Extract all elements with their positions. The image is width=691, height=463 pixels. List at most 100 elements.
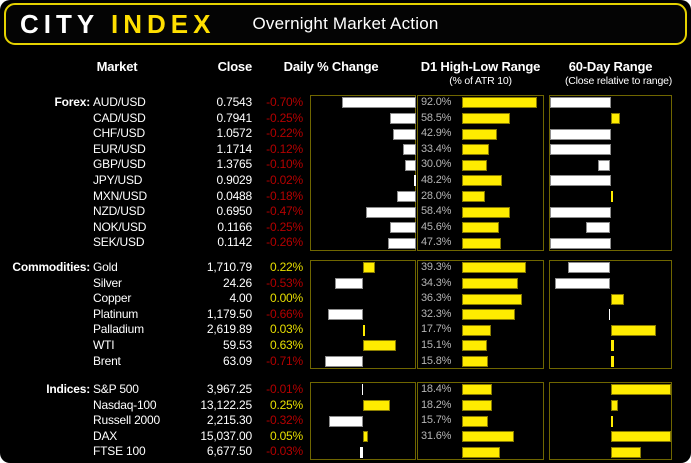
- d1-value-label: 18.4%: [421, 383, 452, 395]
- close-cell: 1.0572: [216, 126, 252, 141]
- range60-chart-box: [549, 260, 672, 370]
- d1-value-label: 48.2%: [421, 174, 452, 186]
- daily-change-bar: [363, 340, 397, 352]
- d1-value-label: 30.0%: [421, 158, 452, 171]
- d1-range-bar: [462, 415, 488, 427]
- market-cell: NOK/USD: [93, 219, 147, 234]
- d1-range-bar: [462, 128, 498, 140]
- d1-range-bar: [462, 222, 500, 234]
- close-cell: 6,677.50: [206, 444, 252, 459]
- close-cell: 15,037.00: [200, 428, 252, 443]
- daily-change-cell: -0.66%: [266, 306, 303, 321]
- close-cell: 1.1714: [216, 141, 252, 156]
- market-cell: WTI: [93, 338, 115, 352]
- daily-change-cell: -0.22%: [266, 126, 303, 141]
- range60-bar: [610, 446, 641, 458]
- d1-value-label: 58.4%: [421, 205, 452, 218]
- daily-change-cell: 0.63%: [269, 338, 303, 352]
- d1-value-label: 34.3%: [421, 276, 452, 289]
- daily-change-bar: [405, 159, 416, 171]
- range60-bar: [610, 431, 671, 443]
- daily-change-bar: [388, 237, 416, 249]
- d1-value-label: 31.6%: [421, 429, 452, 442]
- section-label: Commodities:: [12, 260, 90, 274]
- market-cell: Russell 2000: [93, 413, 160, 428]
- daily-change-cell: -0.26%: [266, 235, 303, 250]
- daily-change-chart-box: [310, 95, 416, 251]
- d1-range-bar: [462, 340, 487, 352]
- daily-change-cell: -0.47%: [266, 204, 303, 219]
- d1-value-label: 17.7%: [421, 323, 452, 336]
- range60-bar: [610, 384, 671, 396]
- d1-range-bar: [462, 293, 522, 305]
- daily-change-bar: [396, 190, 416, 202]
- daily-change-bar: [403, 144, 416, 156]
- daily-change-bar: [389, 112, 416, 124]
- d1-value-label: 18.2%: [421, 398, 452, 411]
- d1-value-label: 42.9%: [421, 127, 452, 140]
- column-subheader-60day-range: (Close relative to range): [564, 75, 673, 87]
- market-cell: Platinum: [93, 306, 139, 321]
- daily-change-cell: 0.00%: [269, 291, 303, 306]
- range60-bar: [550, 175, 611, 187]
- daily-change-cell: -0.02%: [266, 173, 303, 187]
- market-cell: AUD/USD: [93, 95, 146, 109]
- d1-range-bar: [462, 277, 519, 289]
- range60-bar: [554, 277, 611, 289]
- market-cell: Copper: [93, 291, 132, 306]
- column-header-market: Market: [96, 59, 138, 74]
- daily-change-bar: [334, 277, 363, 289]
- daily-change-bar: [389, 222, 416, 234]
- d1-value-label: 39.3%: [421, 261, 452, 273]
- daily-change-cell: -0.18%: [266, 188, 303, 203]
- d1-value-label: 15.1%: [421, 339, 452, 351]
- daily-change-bar: [361, 384, 363, 396]
- daily-change-cell: 0.03%: [269, 322, 303, 337]
- market-cell: MXN/USD: [93, 188, 147, 203]
- daily-change-cell: 0.25%: [269, 397, 303, 412]
- daily-change-cell: -0.10%: [266, 157, 303, 172]
- section-forex: Forex: AUD/USD 0.7543 -0.70% 92.0% CAD/USD 0.7…: [0, 95, 691, 251]
- daily-change-bar: [392, 128, 416, 140]
- daily-change-bar: [329, 415, 363, 427]
- close-cell: 2,619.89: [206, 322, 252, 337]
- close-cell: 0.7941: [216, 110, 252, 125]
- column-header-close: Close: [217, 59, 253, 74]
- daily-change-bar: [328, 309, 363, 321]
- daily-change-cell: -0.32%: [266, 413, 303, 428]
- d1-range-bar: [462, 309, 515, 321]
- range60-bar: [586, 222, 611, 234]
- d1-range-bar: [462, 384, 493, 396]
- daily-change-cell: 0.22%: [269, 260, 303, 274]
- range60-bar: [610, 415, 613, 427]
- d1-range-bar: [462, 355, 488, 367]
- daily-change-cell: -0.12%: [266, 141, 303, 156]
- daily-change-cell: 0.05%: [269, 428, 303, 443]
- city-index-logo: CITY INDEX: [20, 9, 215, 40]
- section-label: Indices:: [46, 382, 90, 396]
- market-cell: JPY/USD: [93, 173, 143, 187]
- d1-value-label: 33.4%: [421, 142, 452, 155]
- range60-bar: [598, 159, 611, 171]
- range60-bar: [610, 399, 618, 411]
- market-cell: Brent: [93, 353, 121, 368]
- market-cell: FTSE 100: [93, 444, 146, 459]
- d1-value-label: 32.3%: [421, 307, 452, 320]
- d1-range-bar: [462, 237, 501, 249]
- section-label: Forex:: [54, 95, 90, 109]
- close-cell: 1,710.79: [206, 260, 252, 274]
- close-cell: 24.26: [222, 275, 252, 290]
- logo-index-text: INDEX: [111, 9, 216, 39]
- market-cell: DAX: [93, 428, 118, 443]
- daily-change-cell: -0.53%: [266, 275, 303, 290]
- close-cell: 59.53: [222, 338, 252, 352]
- range60-bar: [610, 190, 613, 202]
- d1-range-chart-box: [417, 382, 544, 460]
- close-cell: 63.09: [222, 353, 252, 368]
- daily-change-chart-box: [310, 382, 416, 460]
- market-cell: Silver: [93, 275, 122, 290]
- range60-bar: [550, 237, 611, 249]
- d1-value-label: 45.6%: [421, 220, 452, 233]
- range60-bar: [610, 355, 615, 367]
